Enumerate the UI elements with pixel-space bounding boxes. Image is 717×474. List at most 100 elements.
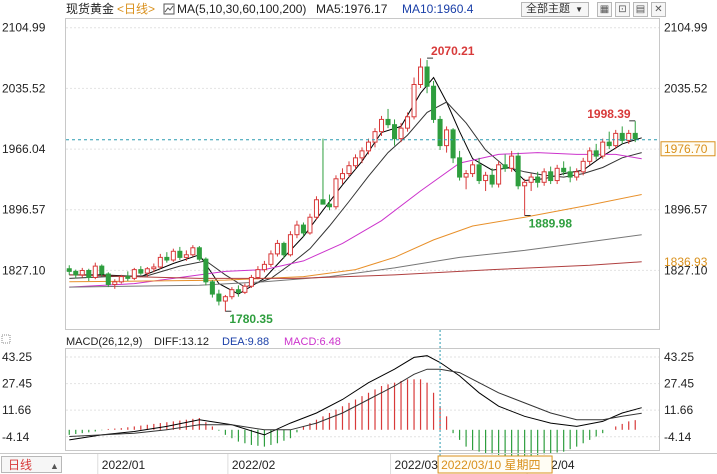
candle-body (424, 66, 430, 87)
candle-body (190, 247, 196, 256)
hover-date-label: 2022/03/10 星期四 (441, 458, 540, 472)
candle-body (183, 254, 189, 258)
candle (489, 168, 495, 188)
candle (86, 268, 92, 281)
candle (235, 285, 241, 297)
ma200-line (69, 261, 642, 279)
candle-body (242, 285, 248, 293)
macd-tick-right: 43.25 (664, 350, 694, 364)
candle-body (437, 118, 443, 147)
theme-dropdown[interactable]: 全部主题 ▼ (521, 2, 589, 17)
ma-settings-icon[interactable] (163, 3, 175, 15)
candle (567, 166, 573, 183)
price-axis: 2104.992104.992035.522035.521966.041966.… (2, 21, 708, 278)
candle (463, 170, 469, 190)
candle-body (274, 242, 280, 255)
candle (66, 265, 72, 275)
candle-body (619, 132, 625, 141)
candle-body (320, 199, 326, 205)
candle (339, 168, 346, 185)
candle (287, 231, 293, 257)
candle-body (86, 269, 92, 278)
candle-body (378, 118, 385, 133)
candle (593, 143, 599, 160)
candle-body (574, 171, 580, 178)
candle (372, 128, 378, 148)
candle (118, 274, 124, 284)
macd-settings-icon[interactable] (1, 334, 11, 344)
candle-body (92, 265, 98, 278)
candle-body (541, 171, 547, 183)
candle-body (281, 242, 287, 256)
theme-dropdown-label: 全部主题 (526, 3, 570, 15)
candle (125, 271, 131, 281)
candle (268, 250, 274, 267)
candle-body (450, 129, 456, 159)
candle (424, 60, 430, 94)
candle (203, 257, 209, 286)
candle-body (339, 173, 346, 180)
candle (619, 126, 625, 144)
candle (378, 115, 385, 137)
candle-body (99, 265, 105, 275)
candle-body (580, 160, 586, 173)
period-button-arrow-icon: ▲ (50, 461, 59, 471)
annotation-low: 1889.98 (529, 216, 573, 230)
candle-body (554, 167, 560, 182)
candle (359, 147, 365, 164)
candle (320, 138, 326, 205)
candle-body (405, 116, 411, 129)
candle-body (131, 269, 137, 279)
close-icon[interactable]: ✕ (651, 2, 666, 17)
candle (431, 81, 437, 123)
candle (554, 164, 560, 185)
candle (216, 289, 222, 306)
macd-dif-line (69, 355, 642, 441)
candle-body (606, 141, 612, 147)
ma100-line (69, 234, 642, 288)
macd-tick-left: 11.66 (2, 403, 31, 417)
date-tick: 2022/02 (232, 458, 276, 472)
candle (535, 171, 541, 188)
split-icon[interactable]: ▤ (633, 2, 648, 17)
candle (300, 222, 306, 237)
candle (79, 267, 85, 278)
candle-body (79, 269, 85, 276)
candle-body (365, 141, 372, 152)
candle (632, 121, 638, 143)
candle-body (457, 157, 463, 178)
candle-body (398, 127, 404, 140)
candle-body (385, 118, 391, 126)
macd-dea: DEA:9.88 (222, 336, 269, 348)
candle (326, 194, 332, 211)
candle (307, 213, 313, 235)
candle-body (522, 181, 528, 187)
candle (131, 267, 137, 281)
candle-body (73, 270, 79, 276)
candle-body (222, 296, 228, 302)
macd-panel-frame (65, 348, 660, 451)
candle (248, 274, 254, 288)
candle-body (235, 289, 241, 293)
candle-body (502, 164, 508, 169)
candle (73, 269, 79, 279)
grid-icon[interactable]: ▦ (597, 2, 612, 17)
candle-body (444, 129, 450, 147)
last-price-box (660, 141, 716, 157)
candle-body (138, 269, 144, 274)
price-annotations: 2070.21 1998.39 1889.98 1780.35 (225, 44, 636, 326)
fullscreen-icon[interactable]: ⊡ (615, 2, 630, 17)
candle-body (463, 173, 469, 178)
candle (346, 161, 352, 178)
candle-body (528, 176, 534, 183)
candle (405, 112, 411, 132)
candle (209, 280, 215, 298)
macd-tick-left: 27.45 (2, 377, 32, 391)
period-button[interactable]: 日线 ▲ (1, 456, 62, 473)
candle (138, 266, 144, 275)
price-tick-right: 1827.10 (664, 263, 708, 277)
candle-body (118, 276, 124, 283)
candle (541, 168, 547, 186)
macd-axis: 43.25 43.25 27.45 27.45 11.66 11.66 -4.14 -4.14 (2, 350, 694, 444)
